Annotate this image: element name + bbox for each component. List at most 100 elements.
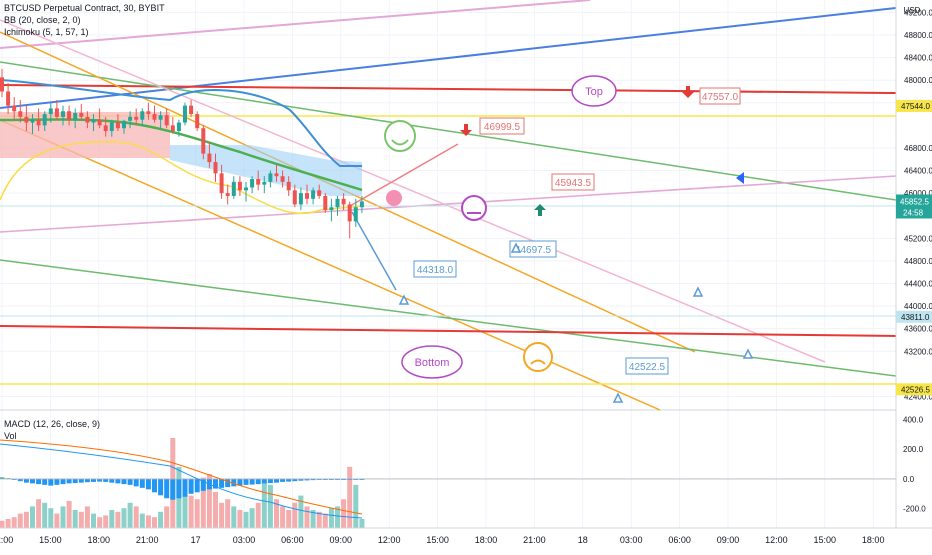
macd-histogram-bar: [304, 478, 310, 481]
arrow-down-red-icon: [682, 86, 694, 98]
macd-histogram-bar: [188, 478, 194, 494]
macd-histogram-bar: [30, 478, 35, 484]
time-tick: 17: [191, 535, 201, 545]
horizontal-red-low: [0, 325, 897, 337]
candle-body: [268, 173, 273, 182]
arrow-left-blue-icon: [736, 172, 744, 184]
label-44318-text: 44318.0: [417, 265, 454, 276]
volume-bar: [152, 517, 157, 528]
candle-body: [122, 120, 126, 129]
candle-body: [286, 181, 291, 191]
horizontal-red-line: [0, 84, 897, 94]
time-tick: 06:00: [668, 535, 691, 545]
candle-body: [67, 111, 72, 120]
label-44697-box: [509, 240, 557, 258]
label-46999-box: [479, 117, 525, 135]
label-42522-text: 42522.5: [629, 362, 666, 373]
ichimoku-green-line: [0, 118, 363, 192]
volume-bar: [11, 517, 17, 528]
candle-body: [61, 111, 65, 117]
hand-pointer-icon: [612, 392, 624, 403]
candle-body: [292, 190, 297, 205]
price-tick: 48800.0: [904, 31, 932, 40]
macd-histogram-bar: [292, 478, 298, 482]
macd-label: MACD (12, 26, close, 9): [4, 419, 101, 429]
volume-bar: [164, 506, 170, 528]
macd-histogram-bar: [121, 478, 127, 485]
macd-histogram-bar: [17, 478, 23, 482]
volume-bar: [298, 495, 304, 528]
volume-bar: [359, 519, 365, 528]
candle-body: [30, 119, 35, 123]
volume-bar: [17, 513, 23, 528]
price-label-text: 47544.0: [901, 102, 930, 111]
candle-body: [244, 187, 248, 191]
volume-bar: [158, 511, 164, 528]
volume-bar: [267, 484, 273, 528]
trendline-pink-diag: [0, 19, 826, 363]
macd-histogram-bar: [91, 478, 96, 482]
current-price-badge: [896, 194, 932, 219]
macd-histogram-bar: [225, 478, 231, 488]
candle-body: [36, 119, 41, 126]
macd-histogram-bar: [267, 478, 273, 484]
candle-body: [195, 114, 200, 129]
candle-body: [12, 105, 17, 112]
label-44318-box: [413, 260, 457, 278]
currency-label: USD: [904, 6, 921, 15]
volume-bar: [84, 506, 90, 528]
candle-body: [335, 198, 340, 208]
macd-histogram-bar: [213, 478, 218, 489]
macd-histogram-bar: [152, 478, 157, 493]
hand-pointer-icon: [742, 348, 754, 359]
macd-histogram-bar: [176, 478, 182, 499]
top-bubble: [571, 75, 617, 107]
price-tick: 46400.0: [904, 167, 932, 176]
candle-body: [329, 207, 334, 211]
candle-body: [0, 77, 4, 92]
candle-body: [54, 108, 59, 117]
time-tick: 12:00: [765, 535, 788, 545]
candle-body: [219, 173, 224, 194]
smiley-neutral-icon: [461, 195, 487, 221]
price-label-text: 43811.0: [901, 313, 930, 322]
arrow-up-green-icon: [534, 204, 546, 216]
candle-body: [341, 198, 346, 205]
candle-body: [298, 193, 303, 205]
volume-bar: [103, 515, 109, 528]
label-47557-box: [699, 87, 741, 105]
volume-bar: [335, 506, 340, 528]
macd-pane: [0, 438, 896, 528]
macd-histogram-bar: [274, 478, 279, 483]
macd-histogram-bar: [298, 478, 304, 481]
ichimoku-cloud: [170, 145, 362, 196]
volume-bar: [127, 502, 133, 528]
candle-body: [79, 112, 84, 117]
signal-line: [0, 439, 363, 515]
macd-histogram-bar: [310, 478, 316, 481]
bollinger-basis-line: [0, 141, 363, 215]
label-45943-box: [551, 173, 595, 191]
macd-histogram-bar: [200, 478, 206, 491]
candle-body: [42, 114, 47, 126]
label-46999-text: 46999.5: [484, 122, 521, 133]
volume-bar: [54, 513, 60, 528]
candle-body: [109, 122, 114, 132]
macd-histogram-bar: [182, 478, 188, 497]
volume-bar: [23, 511, 29, 528]
macd-histogram-bar: [103, 478, 109, 482]
candle-body: [6, 91, 11, 106]
price-label-bg: [896, 310, 932, 323]
candle-body: [24, 116, 29, 123]
time-tick: 09:00: [330, 535, 353, 545]
price-tick: 45200.0: [904, 234, 932, 243]
volume-bar: [115, 511, 121, 528]
candle-body: [201, 128, 206, 154]
top-label: Top: [585, 86, 603, 98]
ichimoku-label: Ichimoku (5, 1, 57, 1): [4, 27, 89, 37]
time-axis: 12:00 15:00 18:00 21:00 17 03:00 06:00 09:00 12:…: [0, 527, 932, 545]
volume-bar: [231, 506, 237, 528]
trendline-blue: [0, 7, 897, 109]
